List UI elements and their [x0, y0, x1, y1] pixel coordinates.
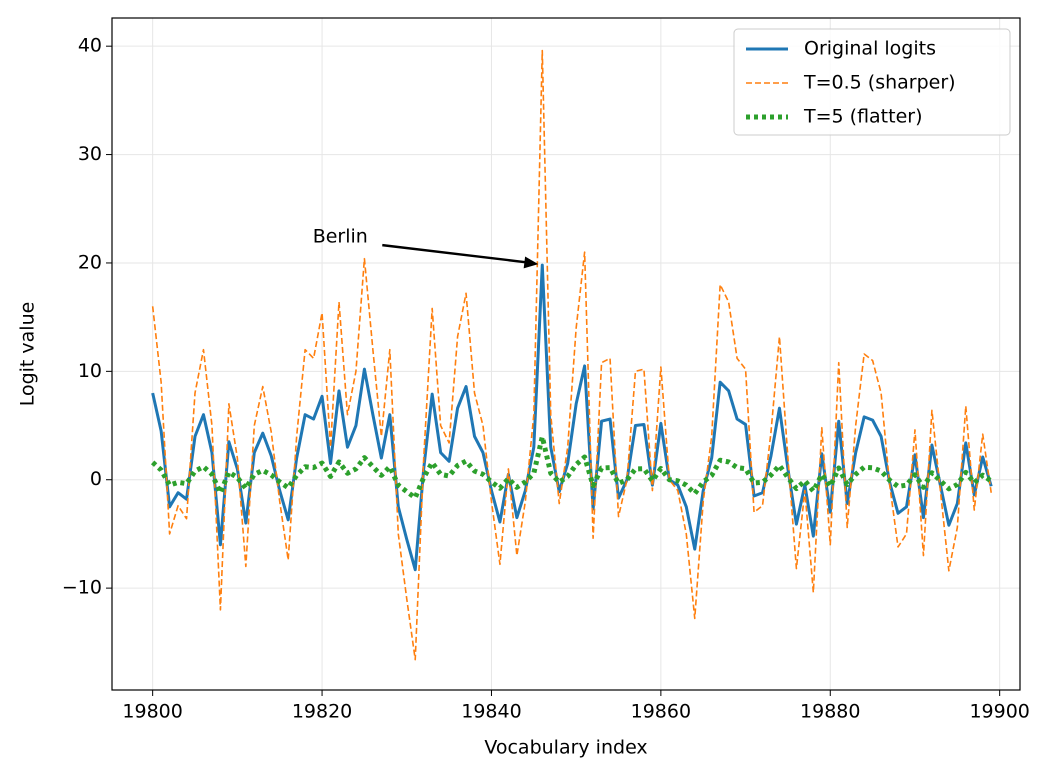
x-tick-label: 19900: [969, 701, 1029, 723]
y-tick-label: 20: [78, 251, 102, 273]
legend-box: [733, 28, 1011, 136]
y-tick-label: −10: [62, 577, 102, 599]
y-tick-label: 30: [78, 143, 102, 165]
x-tick-label: 19860: [631, 701, 691, 723]
annotation-arrow: [382, 243, 529, 264]
y-tick-label: 40: [78, 35, 102, 57]
annotation-text: Berlin: [313, 226, 368, 248]
x-tick-label: 19800: [122, 701, 182, 723]
series-line: [150, 434, 993, 501]
y-tick-label: 0: [90, 468, 102, 490]
annotation-arrowhead: [523, 256, 539, 269]
legend-label: T=0.5 (sharper): [803, 72, 956, 94]
x-tick-label: 19820: [292, 701, 352, 723]
x-tick-label: 19880: [800, 701, 860, 723]
plot-frame: [111, 17, 1021, 691]
x-tick-label: 19840: [461, 701, 521, 723]
legend-label: T=5 (flatter): [803, 106, 923, 128]
y-tick-label: 10: [78, 360, 102, 382]
x-axis-label: Vocabulary index: [484, 737, 647, 759]
legend-label: Original logits: [804, 38, 936, 60]
series-line: [151, 263, 993, 572]
y-axis-label: Logit value: [17, 302, 39, 407]
series-line: [151, 49, 992, 661]
